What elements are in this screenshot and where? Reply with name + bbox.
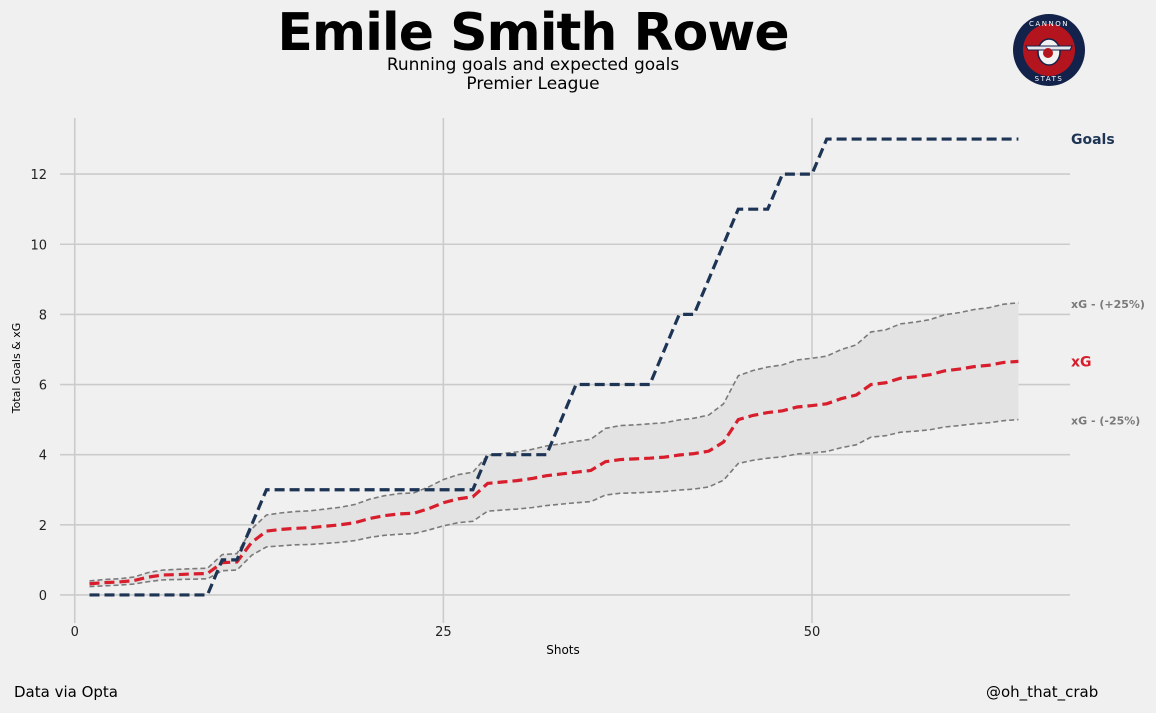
cannon-icon: [1025, 45, 1073, 51]
cannon-stats-logo: CANNON STATS: [1013, 14, 1085, 86]
y-tick-label: 12: [30, 168, 47, 183]
logo-top-text: CANNON: [1029, 20, 1069, 28]
x-tick-label: 25: [435, 625, 452, 640]
xg-upper-line: [89, 302, 1019, 582]
x-tick-label: 0: [71, 625, 79, 640]
y-tick-label: 2: [39, 519, 47, 534]
y-tick-label: 8: [39, 308, 47, 323]
chart-title: Emile Smith Rowe: [277, 3, 789, 63]
y-tick-label: 10: [30, 238, 47, 253]
logo-bottom-text: STATS: [1035, 75, 1064, 83]
xg-upper-label: xG - (+25%): [1071, 298, 1145, 311]
data-source: Data via Opta: [14, 683, 118, 701]
y-tick-label: 4: [39, 449, 47, 464]
y-tick-label: 6: [39, 379, 47, 394]
xg-lower-line: [89, 418, 1019, 588]
goals-label: Goals: [1071, 132, 1115, 148]
x-tick-labels: 0 25 50: [71, 625, 821, 640]
y-tick-label: 0: [39, 589, 47, 604]
xg-label: xG: [1071, 354, 1092, 370]
xg-band-fill: [89, 302, 1019, 587]
logo-center-dot: [1043, 48, 1053, 58]
series-lines: [89, 137, 1019, 597]
goals-line: [89, 137, 1019, 597]
xg-lower-label: xG - (-25%): [1071, 415, 1140, 428]
y-tick-labels: 0 2 4 6 8 10 12: [30, 168, 47, 604]
competition-label: Premier League: [466, 74, 600, 94]
xg-range-band: [89, 302, 1019, 587]
x-axis-label: Shots: [546, 643, 580, 657]
x-tick-label: 50: [804, 625, 821, 640]
chart-subtitle: Running goals and expected goals: [386, 55, 680, 75]
author-handle: @oh_that_crab: [986, 683, 1099, 701]
series-end-labels: Goals xG xG - (+25%) xG - (-25%): [1071, 132, 1145, 428]
y-axis-label: Total Goals & xG: [10, 323, 23, 415]
